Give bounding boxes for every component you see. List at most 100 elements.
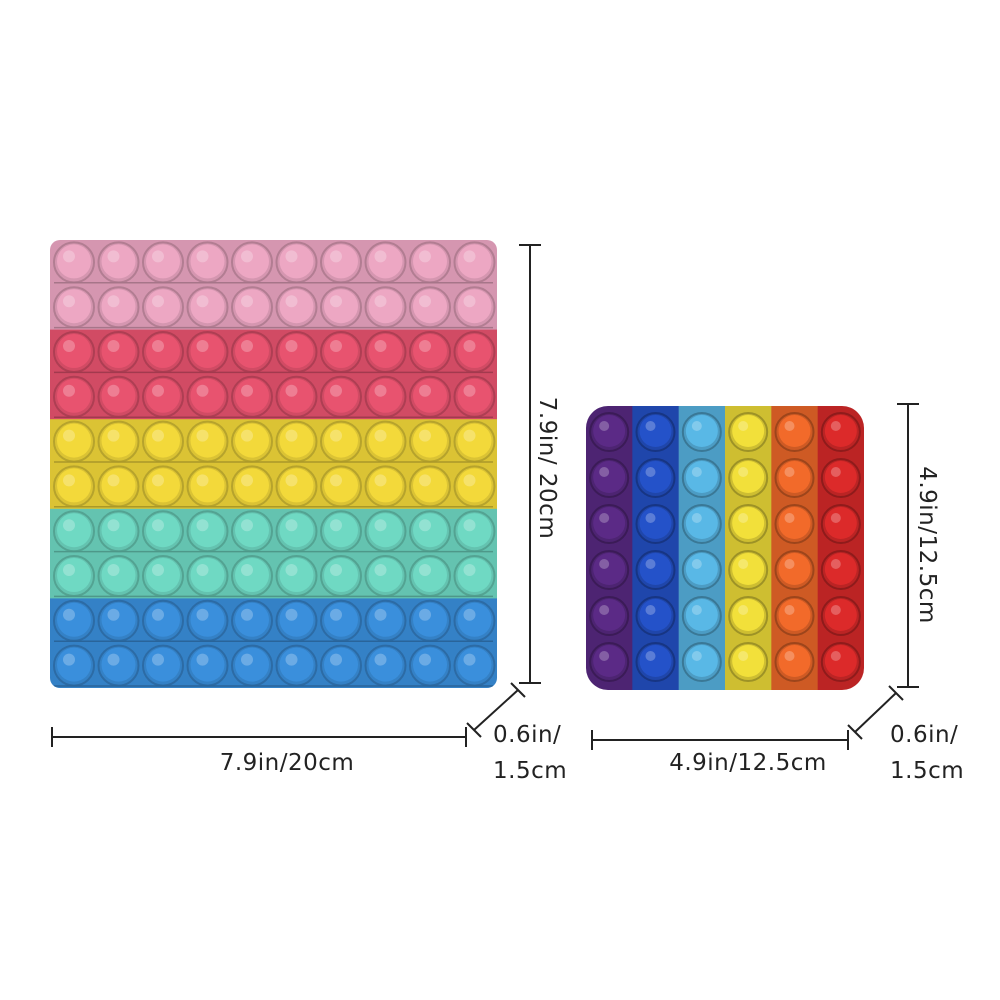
- bubble-ring: [589, 596, 630, 636]
- bubble: [235, 244, 269, 279]
- bubble-highlight: [330, 564, 342, 576]
- bubble-highlight: [374, 340, 387, 352]
- bubble-highlight: [107, 474, 120, 487]
- bubble-highlight: [241, 340, 253, 352]
- bubble-highlight: [691, 467, 702, 477]
- bubble: [235, 558, 269, 592]
- bubble: [279, 468, 314, 503]
- bubble: [457, 244, 492, 279]
- bubble: [413, 647, 447, 682]
- bubble-highlight: [152, 429, 164, 442]
- bubble: [324, 468, 358, 503]
- bubble-highlight: [63, 653, 75, 666]
- bubble-ring: [635, 458, 676, 498]
- bubble: [146, 602, 180, 637]
- depth-label: 1.5cm: [493, 758, 567, 784]
- bubble: [413, 423, 447, 458]
- bubble-highlight: [152, 608, 164, 621]
- bubble: [639, 599, 672, 631]
- bubble: [190, 513, 225, 548]
- bubble: [190, 558, 225, 592]
- bubble: [190, 244, 225, 279]
- bubble-highlight: [330, 519, 342, 532]
- bubble-highlight: [645, 421, 656, 431]
- depth-label: 0.6in/: [890, 722, 958, 748]
- bubble-highlight: [196, 384, 209, 397]
- bubble-highlight: [830, 467, 841, 477]
- bubble: [368, 289, 403, 324]
- bubble-highlight: [63, 340, 75, 352]
- bubble: [732, 507, 765, 539]
- bubble: [235, 647, 269, 682]
- bubble-highlight: [196, 474, 209, 487]
- bubble: [235, 423, 269, 458]
- bubble-highlight: [330, 384, 342, 397]
- bubble-highlight: [241, 295, 253, 308]
- bubble: [235, 378, 269, 413]
- bubble-highlight: [419, 384, 431, 397]
- bubble: [593, 599, 626, 631]
- bubble: [457, 289, 492, 324]
- bubble-highlight: [63, 564, 75, 576]
- tick: [466, 722, 482, 738]
- bubble: [368, 513, 403, 548]
- bubble-highlight: [830, 421, 841, 431]
- bubble: [457, 513, 492, 548]
- bubble-highlight: [196, 608, 209, 621]
- bubble: [413, 558, 447, 592]
- bubble-highlight: [285, 384, 298, 397]
- bubble-ring: [589, 412, 630, 452]
- bubble: [279, 558, 314, 592]
- bubble-highlight: [241, 384, 253, 397]
- bubble: [324, 558, 358, 592]
- bubble-highlight: [463, 429, 476, 442]
- bubble: [235, 513, 269, 548]
- bubble-ring: [774, 596, 815, 636]
- bubble: [685, 645, 718, 677]
- bubble: [368, 468, 403, 503]
- bubble: [57, 602, 91, 637]
- bubble-ring: [820, 596, 861, 636]
- bubble: [413, 334, 447, 368]
- bubble: [457, 423, 492, 458]
- bubble-ring: [589, 642, 630, 682]
- depth-line: [854, 692, 897, 733]
- bubble-ring: [820, 642, 861, 682]
- bubble-highlight: [152, 384, 164, 397]
- bubble: [190, 647, 225, 682]
- bubble-highlight: [691, 651, 702, 661]
- bubble: [279, 513, 314, 548]
- depth-label: 1.5cm: [890, 758, 964, 784]
- bubble-highlight: [419, 608, 431, 621]
- bubble-highlight: [463, 519, 476, 532]
- large-pop-toy: [50, 240, 497, 688]
- bubble: [57, 334, 91, 368]
- bubble-highlight: [374, 564, 387, 576]
- bubble: [732, 461, 765, 493]
- bubble-highlight: [691, 559, 702, 569]
- bubble-highlight: [784, 421, 795, 431]
- bubble-highlight: [152, 564, 164, 576]
- bubble-highlight: [241, 429, 253, 442]
- bubble-highlight: [419, 250, 431, 263]
- bubble-highlight: [196, 295, 209, 308]
- bubble: [57, 468, 91, 503]
- bubble: [146, 513, 180, 548]
- bubble-highlight: [738, 467, 749, 477]
- bubble: [190, 378, 225, 413]
- bubble-highlight: [463, 653, 476, 666]
- bubble: [593, 415, 626, 447]
- bubble-highlight: [330, 608, 342, 621]
- bubble: [324, 423, 358, 458]
- bubble: [101, 513, 136, 548]
- bubble: [824, 553, 857, 585]
- bubble-ring: [589, 504, 630, 544]
- bubble-highlight: [463, 295, 476, 308]
- bubble-highlight: [830, 605, 841, 615]
- bubble-ring: [635, 504, 676, 544]
- bubble-highlight: [738, 513, 749, 523]
- bubble: [279, 423, 314, 458]
- bubble-highlight: [107, 384, 120, 397]
- bubble-highlight: [691, 421, 702, 431]
- bubble-ring: [635, 642, 676, 682]
